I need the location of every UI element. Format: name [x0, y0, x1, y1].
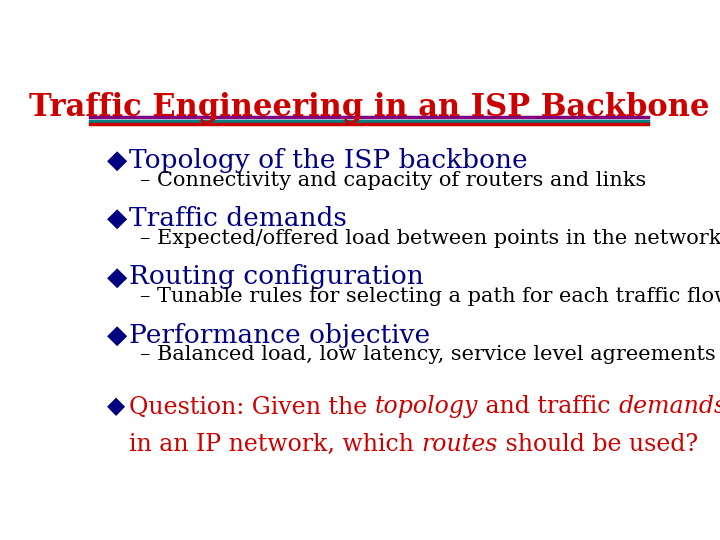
- Text: should be used?: should be used?: [498, 433, 698, 456]
- Text: – Expected/offered load between points in the network: – Expected/offered load between points i…: [140, 229, 720, 248]
- Text: Performance objective: Performance objective: [129, 322, 430, 348]
- Text: Traffic demands: Traffic demands: [129, 206, 347, 231]
- Text: ◆: ◆: [107, 322, 127, 348]
- Text: – Connectivity and capacity of routers and links: – Connectivity and capacity of routers a…: [140, 171, 647, 190]
- Text: demands: demands: [618, 395, 720, 418]
- Text: ◆: ◆: [107, 148, 127, 173]
- Text: ◆: ◆: [107, 265, 127, 289]
- Text: – Tunable rules for selecting a path for each traffic flow: – Tunable rules for selecting a path for…: [140, 287, 720, 306]
- Text: ◆: ◆: [107, 206, 127, 231]
- Text: routes: routes: [421, 433, 498, 456]
- Text: topology: topology: [375, 395, 478, 418]
- Text: and traffic: and traffic: [478, 395, 618, 418]
- Text: – Balanced load, low latency, service level agreements ...: – Balanced load, low latency, service le…: [140, 346, 720, 365]
- Text: Topology of the ISP backbone: Topology of the ISP backbone: [129, 148, 528, 173]
- Text: ◆: ◆: [107, 395, 125, 418]
- Text: in an IP network, which: in an IP network, which: [129, 433, 421, 456]
- Text: Question: Given the: Question: Given the: [129, 395, 375, 418]
- Text: Routing configuration: Routing configuration: [129, 265, 424, 289]
- Text: Traffic Engineering in an ISP Backbone: Traffic Engineering in an ISP Backbone: [29, 92, 709, 123]
